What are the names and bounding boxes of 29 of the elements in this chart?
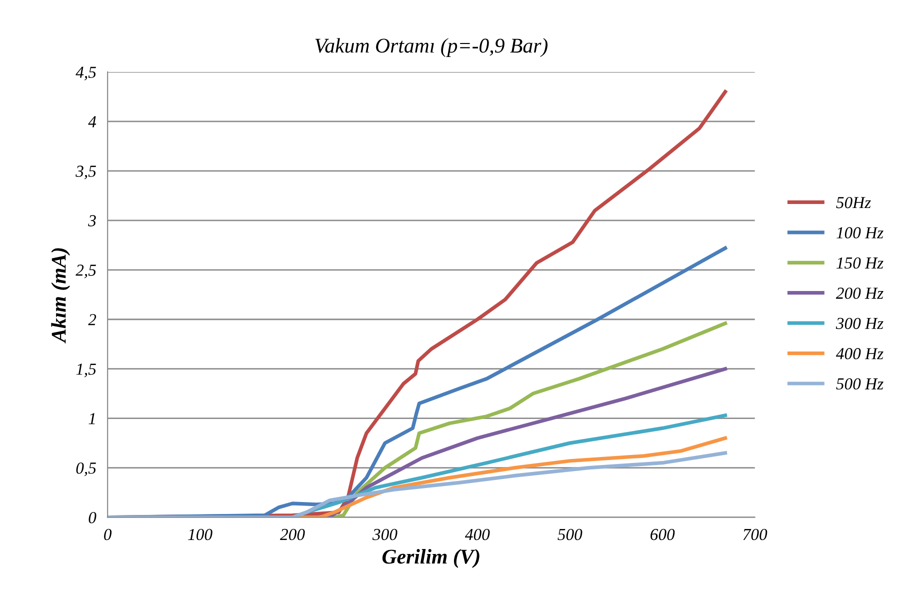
legend-label: 50Hz bbox=[836, 196, 871, 208]
y-axis-title: Akım (mA) bbox=[51, 248, 70, 344]
x-tick-label: 700 bbox=[743, 528, 768, 540]
y-tick-label: 4,5 bbox=[76, 66, 96, 80]
x-tick-label: 400 bbox=[464, 528, 490, 540]
legend-label: 400 Hz bbox=[836, 348, 884, 360]
legend-label: 500 Hz bbox=[836, 378, 884, 390]
chart-title: Vakum Ortamı (p=-0,9 Bar) bbox=[315, 38, 548, 57]
line-series bbox=[108, 451, 728, 518]
x-tick-label: 200 bbox=[280, 528, 305, 540]
y-tick-label: 4 bbox=[88, 116, 96, 128]
x-tick-label: 500 bbox=[558, 528, 582, 540]
y-tick-label: 0,5 bbox=[76, 462, 96, 476]
legend-label: 200 Hz bbox=[836, 288, 884, 299]
x-axis-title: Gerilim (V) bbox=[382, 549, 480, 568]
legend-label: 100 Hz bbox=[836, 227, 884, 238]
y-tick-label: 1,5 bbox=[76, 364, 96, 378]
x-tick-label: 600 bbox=[650, 528, 675, 540]
legend-label: 300 Hz bbox=[836, 318, 884, 330]
y-tick-label: 0 bbox=[88, 512, 96, 524]
y-tick-label: 2 bbox=[88, 314, 96, 326]
x-tick-label: 100 bbox=[188, 528, 212, 540]
y-tick-label: 3 bbox=[88, 215, 96, 226]
y-tick-label: 3,5 bbox=[76, 166, 96, 180]
y-tick-label: 2,5 bbox=[76, 264, 96, 278]
x-tick-label: 0 bbox=[104, 528, 112, 540]
x-tick-label: 300 bbox=[372, 528, 398, 540]
legend-label: 150 Hz bbox=[836, 257, 884, 269]
y-tick-label: 1 bbox=[88, 413, 95, 424]
